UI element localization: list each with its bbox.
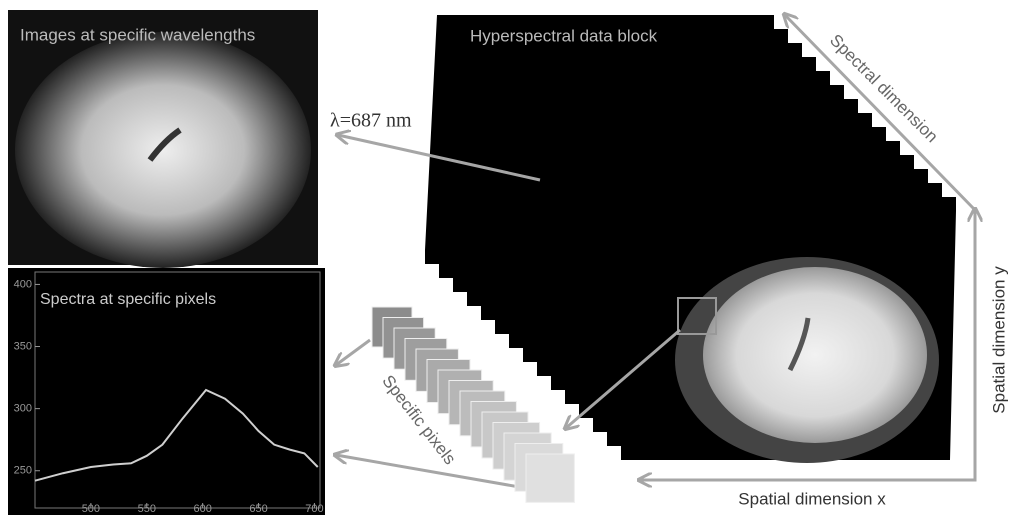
y-tick-label: 400 — [14, 278, 32, 290]
x-tick-label: 550 — [138, 503, 156, 515]
y-tick-label: 300 — [14, 403, 32, 415]
sample-image — [15, 32, 311, 268]
x-tick-label: 500 — [82, 503, 100, 515]
spectrum-title: Spectra at specific pixels — [40, 291, 216, 308]
pixel-square — [526, 454, 574, 502]
arrow — [336, 340, 370, 365]
diagram: Images at specific wavelengths Spectra a… — [0, 0, 1011, 518]
sample-image — [703, 267, 927, 443]
y-tick-label: 350 — [14, 340, 32, 352]
block-title: Hyperspectral data block — [470, 26, 658, 45]
x-tick-label: 650 — [249, 503, 267, 515]
y-tick-label: 250 — [14, 465, 32, 477]
x-tick-label: 700 — [305, 503, 323, 515]
spatial-y-label: Spatial dimension y — [989, 266, 1008, 414]
spatial-x-label: Spatial dimension x — [738, 489, 886, 508]
image-title: Images at specific wavelengths — [20, 25, 255, 44]
wavelength-label: λ=687 nm — [330, 110, 412, 132]
x-tick-label: 600 — [193, 503, 211, 515]
